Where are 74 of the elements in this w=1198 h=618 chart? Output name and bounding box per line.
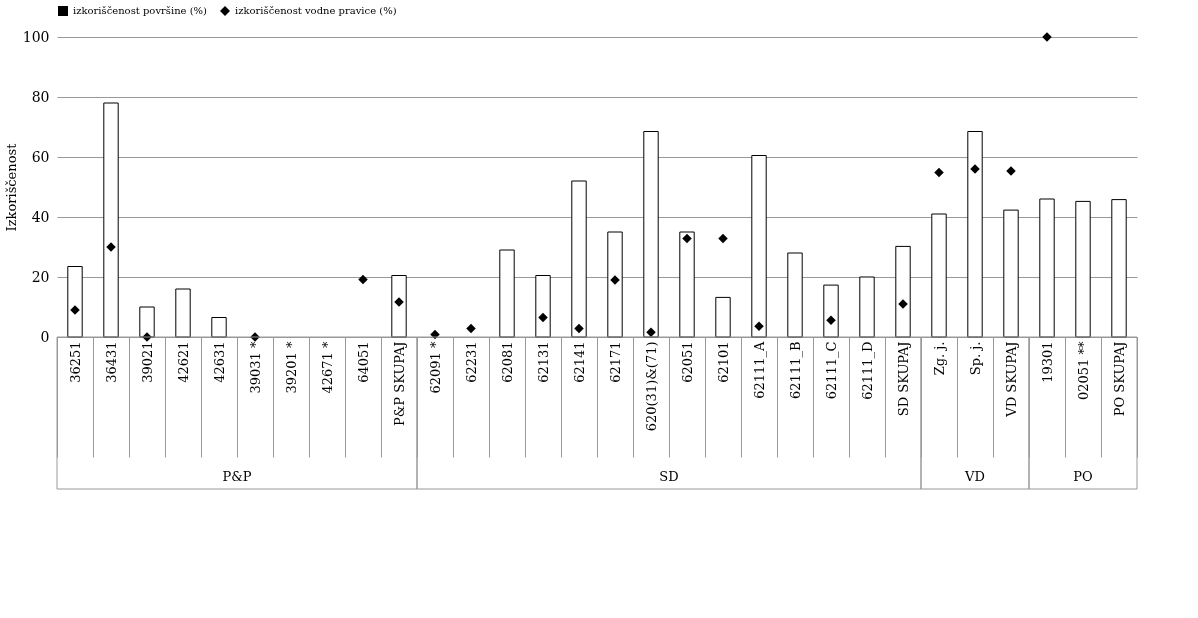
x-tick-label: PO SKUPAJ <box>1111 341 1127 417</box>
x-tick-label: 62111_B <box>787 341 803 399</box>
x-tick-label: 42631 <box>211 341 227 383</box>
text: PO <box>1073 469 1093 484</box>
legend-label: izkoriščenost vodne pravice (%) <box>235 5 397 16</box>
y-tick-label: 0 <box>40 328 50 345</box>
y-tick-label: 40 <box>31 208 50 225</box>
bar <box>67 266 83 338</box>
x-tick-label: 39031 * <box>247 341 263 394</box>
x-tick-label: 62131 <box>535 341 551 383</box>
point <box>934 167 944 178</box>
point <box>466 323 476 334</box>
bar <box>679 231 695 338</box>
bar <box>1075 200 1091 338</box>
point <box>358 274 368 285</box>
x-tick-label: SD SKUPAJ <box>895 341 911 417</box>
x-tick-label: 62111_A <box>751 340 767 399</box>
y-axis-title: Izkoriščenost <box>3 142 19 232</box>
bar <box>787 252 803 338</box>
x-tick-label: 39201 * <box>283 341 299 394</box>
point <box>574 323 584 334</box>
bar <box>175 288 191 338</box>
x-tick-label: Zg. j. <box>931 341 947 376</box>
bar <box>859 276 875 338</box>
x-tick-label: 62111_D <box>859 341 875 400</box>
bar <box>715 296 731 338</box>
x-tick-label: 62111_C <box>823 341 839 400</box>
bar <box>895 245 911 338</box>
bar <box>103 102 119 338</box>
text: VD <box>964 469 985 484</box>
bar <box>751 155 767 338</box>
x-tick-label: 42671 * <box>319 341 335 394</box>
y-tick-label: 100 <box>22 28 50 45</box>
text: P&P <box>222 469 252 484</box>
bar <box>535 275 551 338</box>
bar <box>391 275 407 338</box>
legend-label: izkoriščenost površine (%) <box>73 5 208 16</box>
x-tick-label: 62171 <box>607 341 623 383</box>
y-tick-label: 60 <box>31 148 50 165</box>
x-tick-label: 19301 <box>1039 341 1055 383</box>
x-tick-label: VD SKUPAJ <box>1003 341 1019 418</box>
x-tick-label: 42621 <box>175 341 191 383</box>
x-tick-label: 62091 * <box>427 341 443 394</box>
bar <box>1111 199 1127 338</box>
x-tick-label: Sp. j. <box>967 341 983 376</box>
x-tick-label: 64051 <box>355 341 371 383</box>
x-tick-label: 36251 <box>67 341 83 383</box>
bar <box>211 317 227 338</box>
x-tick-label: P&P SKUPAJ <box>391 341 407 426</box>
point <box>718 233 728 244</box>
x-tick-label: 39021 <box>139 341 155 383</box>
x-tick-label: 62101 <box>715 341 731 383</box>
bar <box>571 180 587 338</box>
y-tick-label: 80 <box>31 88 50 105</box>
bar <box>1039 198 1055 338</box>
text: SD <box>659 469 679 484</box>
bar <box>139 306 155 338</box>
x-tick-label: 620(31)&(71) <box>643 341 659 432</box>
x-tick-label: 62051 <box>679 341 695 383</box>
x-tick-label: 62141 <box>571 341 587 383</box>
x-tick-label: 36431 <box>103 341 119 383</box>
x-tick-label: 62231 <box>463 341 479 383</box>
x-tick-label: 62081 <box>499 341 515 383</box>
bar <box>607 231 623 338</box>
bar <box>823 284 839 338</box>
bar <box>931 213 947 338</box>
bar <box>1003 209 1019 338</box>
y-tick-label: 20 <box>31 268 50 285</box>
point <box>538 312 548 323</box>
x-tick-label: 02051 ** <box>1075 341 1091 400</box>
point <box>682 233 692 244</box>
bar <box>499 249 515 338</box>
bar <box>967 131 983 338</box>
bar <box>643 131 659 338</box>
